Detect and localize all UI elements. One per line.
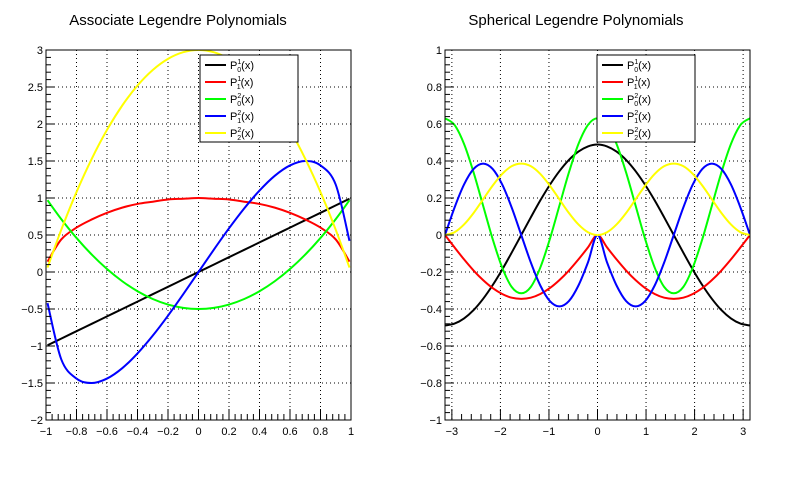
- x-tick-label: 0.4: [252, 426, 267, 438]
- x-tick-label: −0.2: [157, 426, 179, 438]
- x-tick-label: 2: [692, 426, 698, 438]
- legend-label: P2 2(x): [230, 127, 254, 142]
- legend-item: P2 1(x): [205, 110, 254, 125]
- legend-item: P1 1(x): [205, 76, 253, 91]
- legend-item: P1 0(x): [205, 59, 254, 74]
- y-tick-label: 0.8: [427, 82, 442, 94]
- y-tick-label: −1.5: [21, 378, 43, 390]
- y-tick-label: −1: [30, 341, 43, 353]
- chart-title: Spherical Legendre Polynomials: [468, 12, 683, 29]
- chart-title: Associate Legendre Polynomials: [69, 12, 287, 29]
- y-tick-label: 1.5: [28, 156, 43, 168]
- associate-legendre-panel: Associate Legendre Polynomials −1 −0.8 −0.…: [21, 12, 354, 438]
- y-tick-label: −0.5: [21, 304, 43, 316]
- legend-item: P2 0(x): [602, 93, 651, 108]
- legend-label: P2 0(x): [230, 93, 254, 108]
- series-group: [46, 50, 351, 385]
- y-tick-label: 0.2: [427, 193, 442, 205]
- y-tick-label: −0.6: [420, 341, 442, 353]
- legend-item: P2 2(x): [205, 127, 254, 142]
- series-group: [445, 117, 750, 327]
- y-tick-label: −0.8: [420, 378, 442, 390]
- x-tick-label: 0: [195, 426, 201, 438]
- legend-label: P1 0(x): [627, 59, 651, 74]
- y-tick-label: −0.2: [420, 267, 442, 279]
- y-tick-label: 0.5: [28, 230, 43, 242]
- x-tick-label: 3: [740, 426, 746, 438]
- legend-label: P2 0(x): [627, 93, 651, 108]
- y-tick-label: 0.4: [427, 156, 442, 168]
- x-tick-label: −0.8: [66, 426, 88, 438]
- legend-label: P2 2(x): [627, 127, 651, 142]
- legend-label: P2 1(x): [230, 110, 254, 125]
- y-tick-label: 0: [37, 267, 43, 279]
- x-tick-label: −2: [494, 426, 507, 438]
- legend: P1 0(x) P1 1(x) P2 0(x) P2 1(x) P2 2(x): [199, 54, 299, 143]
- x-tick-label: 0.2: [221, 426, 236, 438]
- spherical-legendre-panel: Spherical Legendre Polynomials −3 −2 −1 0 1 2…: [420, 12, 751, 438]
- series-line-0: [445, 143, 750, 327]
- legend-item: P1 1(x): [602, 76, 650, 91]
- x-tick-label: 1: [348, 426, 354, 438]
- y-tick-label: 2: [37, 119, 43, 131]
- y-tick-label: −2: [30, 415, 43, 427]
- y-tick-label: 1: [436, 45, 442, 57]
- legend: P1 0(x) P1 1(x) P2 0(x) P2 1(x) P2 2(x): [596, 54, 696, 143]
- x-tick-label: 0: [594, 426, 600, 438]
- legend-item: P2 1(x): [602, 110, 651, 125]
- x-tick-label: 0.6: [282, 426, 297, 438]
- series-line-4: [46, 50, 351, 268]
- y-tick-label: 1: [37, 193, 43, 205]
- y-tick-label: 2.5: [28, 82, 43, 94]
- series-line-4: [445, 162, 750, 237]
- x-tick-label: −1: [40, 426, 53, 438]
- x-tick-label: −0.6: [96, 426, 118, 438]
- legend-item: P2 0(x): [205, 93, 254, 108]
- legend-label: P2 1(x): [627, 110, 651, 125]
- x-tick-label: 1: [643, 426, 649, 438]
- legend-item: P1 0(x): [602, 59, 651, 74]
- series-line-2: [46, 199, 351, 311]
- legend-label: P1 1(x): [627, 76, 650, 91]
- legend-item: P2 2(x): [602, 127, 651, 142]
- axes: −1 −0.8 −0.6 −0.4 −0.2 0 0.2 0.4 0.6 0.8 1 −2 −1.5 −1…: [21, 45, 354, 438]
- axes: −3 −2 −1 0 1 2 3 −1 −0.8 −0.6 −0.4 −0.2 0 0.2 0.4 0.6 0.…: [420, 45, 746, 438]
- x-tick-label: 0.8: [313, 426, 328, 438]
- y-tick-label: −0.4: [420, 304, 442, 316]
- x-tick-label: −1: [543, 426, 556, 438]
- y-tick-label: −1: [429, 415, 442, 427]
- y-tick-label: 3: [37, 45, 43, 57]
- series-line-3: [46, 159, 351, 385]
- y-tick-label: 0.6: [427, 119, 442, 131]
- series-line-1: [46, 196, 351, 263]
- y-tick-label: 0: [436, 230, 442, 242]
- x-tick-label: −3: [446, 426, 459, 438]
- legend-label: P1 1(x): [230, 76, 253, 91]
- x-tick-label: −0.4: [127, 426, 149, 438]
- legend-label: P1 0(x): [230, 59, 254, 74]
